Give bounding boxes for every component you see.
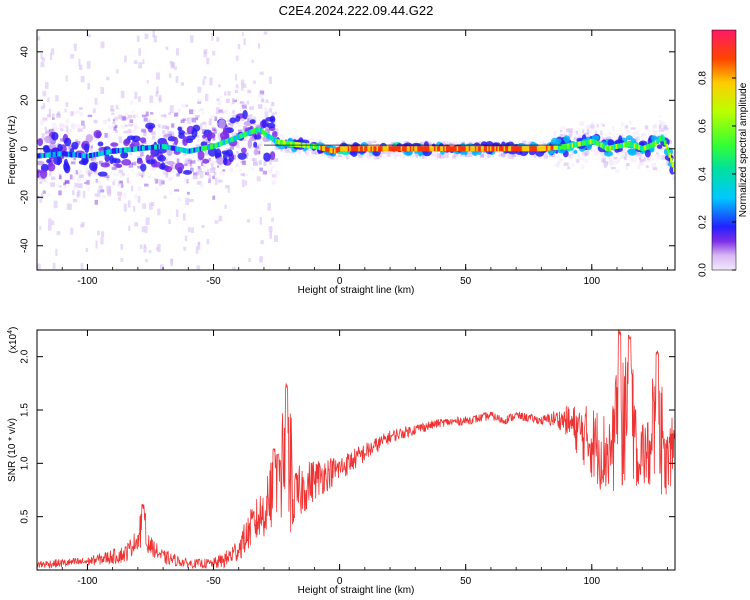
y-tick-label: 40 xyxy=(20,46,31,58)
spectrogram-ylabel: Frequency (Hz) xyxy=(7,116,18,185)
x-tick-label: 50 xyxy=(460,576,472,587)
snr-xlabel: Height of straight line (km) xyxy=(298,585,415,596)
snr-plot-area xyxy=(37,330,675,570)
colorbar-tick-label: 0.2 xyxy=(698,215,709,229)
x-tick-label: -50 xyxy=(206,276,221,287)
page-title: C2E4.2024.222.09.44.G22 xyxy=(279,3,434,18)
x-tick-label: 0 xyxy=(337,576,343,587)
snr-frame xyxy=(36,329,676,571)
snr-scale-suffix: ) xyxy=(8,327,19,330)
x-tick-label: 100 xyxy=(583,576,600,587)
x-tick-label: 0 xyxy=(337,276,343,287)
snr-scale-factor: (x104) xyxy=(7,327,19,354)
x-tick-label: -100 xyxy=(77,576,97,587)
snr-ylabel: SNR (10 * v/v) xyxy=(7,418,18,482)
x-tick-label: -50 xyxy=(206,576,221,587)
spectrogram-ticks: -100 -50 0 50 100 -40 -20 0 20 40 xyxy=(20,30,675,287)
x-tick-label: 50 xyxy=(460,276,472,287)
y-tick-label: -20 xyxy=(20,190,31,205)
snr-panel: -100 -50 0 50 100 0.5 1.0 1.5 2.0 Height of stra… xyxy=(7,327,676,596)
colorbar-tick-label: 0.4 xyxy=(698,167,709,181)
colorbar-tick-label: 0.0 xyxy=(698,263,709,277)
colorbar-tick-label: 0.6 xyxy=(698,119,709,133)
y-tick-label: 1.0 xyxy=(20,456,31,470)
spectrogram-xlabel: Height of straight line (km) xyxy=(298,285,415,296)
snr-scale-exp: 4 xyxy=(7,330,14,334)
snr-series-line xyxy=(37,330,675,570)
snr-ticks: -100 -50 0 50 100 0.5 1.0 1.5 2.0 xyxy=(20,330,675,587)
y-tick-label: 1.5 xyxy=(20,403,31,417)
spectrogram-frame xyxy=(36,29,676,271)
x-tick-label: 100 xyxy=(583,276,600,287)
spectrogram-heat xyxy=(37,30,675,270)
snr-scale-label: (x10 xyxy=(8,333,19,353)
y-tick-label: 2.0 xyxy=(20,349,31,363)
colorbar-label: Normalized spectral amplitude xyxy=(738,82,749,217)
y-tick-label: 20 xyxy=(20,94,31,106)
colorbar-ticks: 0.0 0.2 0.4 0.6 0.8 xyxy=(698,71,736,277)
spectrogram-panel: -100 -50 0 50 100 -40 -20 0 20 40 Height of strai… xyxy=(7,29,676,296)
y-tick-label: 0.5 xyxy=(20,509,31,523)
x-tick-label: -100 xyxy=(77,276,97,287)
colorbar-tick-label: 0.8 xyxy=(698,71,709,85)
y-tick-label: 0 xyxy=(20,146,31,152)
colorbar: 0.0 0.2 0.4 0.6 0.8 Normalized spectral ampl… xyxy=(698,29,749,277)
y-tick-label: -40 xyxy=(20,238,31,253)
colorbar-scale xyxy=(711,29,737,271)
